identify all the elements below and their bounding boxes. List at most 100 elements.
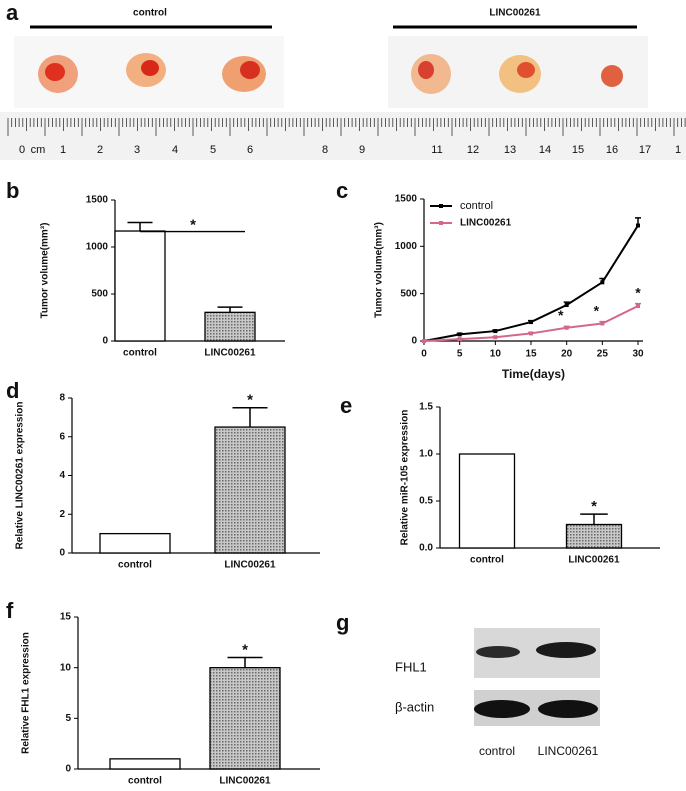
bar [214,426,286,554]
ruler-label: 2 [97,144,103,156]
annotation: * [242,642,248,659]
y-tick-label: 500 [91,289,108,300]
annotation: * [591,498,597,515]
y-tick-label: 0.5 [419,496,433,507]
y-tick-label: 1.0 [419,449,433,460]
y-tick-label: 0 [59,548,65,559]
ruler-label: 11 [431,144,442,156]
error-bar [227,656,263,668]
x-tick-label: 10 [490,349,502,360]
legend-label: control [460,200,493,212]
x-tick-label: 0 [421,349,427,360]
y-axis-title: Relative miR-105 expression [400,410,411,546]
panel-letter: a [6,0,19,25]
error-bar [563,325,570,328]
error-bar [563,301,570,306]
annotation: * [594,302,600,318]
ruler-label: 14 [539,144,551,156]
y-tick-label: 0 [65,764,71,775]
y-tick-label: 500 [400,288,417,299]
ruler-label: 5 [210,144,216,156]
error-bar [528,331,534,334]
error-bar [635,302,641,306]
group-label: control [133,8,167,19]
panel-letter: f [6,598,14,623]
panel-letter: b [6,178,19,203]
lane-label: control [479,744,515,758]
legend-label: LINC00261 [460,218,512,229]
bar [209,667,281,770]
error-bar [456,332,463,335]
legend-marker [439,221,443,225]
blot-band [474,700,530,718]
y-axis-title: Tumor volume(mm³) [40,223,51,319]
error-bar [635,217,641,226]
ruler-label: 8 [322,144,328,156]
y-tick-label: 15 [60,612,72,623]
bar [99,532,171,554]
ruler-label: 4 [172,144,178,156]
bar [565,523,623,549]
x-tick-label: 5 [457,349,463,360]
ruler-label: 16 [606,144,618,156]
x-tick-label: control [128,776,162,787]
x-tick-label: control [470,555,504,566]
error-bar [127,221,153,232]
bar [204,311,256,342]
y-tick-label: 10 [60,662,72,673]
blot-band [536,642,596,658]
legend-marker [439,204,443,208]
blot-label: FHL1 [395,659,427,674]
panel-letter: g [336,610,349,635]
x-tick-label: 30 [632,349,644,360]
lane-label: LINC00261 [538,744,599,758]
annotation: * [635,284,641,300]
y-tick-label: 0 [411,336,417,347]
blot-band [538,700,598,718]
annotation: * [558,307,564,323]
tumors [38,53,623,94]
ruler-label: 1 [675,144,681,156]
ruler-label: 15 [572,144,584,156]
ruler-ticks [7,118,686,136]
panel-letter: d [6,378,19,403]
y-tick-label: 8 [59,393,65,404]
y-tick-label: 1500 [395,194,418,205]
error-bar [599,277,606,283]
group-label: LINC00261 [489,8,541,19]
ruler-label: 6 [247,144,253,156]
y-tick-label: 1500 [86,195,109,206]
bar [458,453,516,549]
y-axis-title: Relative LINC00261 expression [15,402,26,550]
ruler-label: 1 [60,144,66,156]
x-tick-label: 15 [525,349,537,360]
ruler-label: 9 [359,144,365,156]
y-tick-label: 6 [59,431,65,442]
x-tick-label: 25 [597,349,609,360]
ruler-label: 0 [19,144,25,156]
bar [109,758,181,770]
blot-label: β-actin [395,699,434,714]
x-tick-label: 20 [561,349,573,360]
y-tick-label: 4 [59,470,65,481]
x-tick-label: control [118,560,152,571]
y-tick-label: 5 [65,713,71,724]
annotation: * [190,217,196,234]
y-tick-label: 1.5 [419,402,433,413]
x-axis-title: Time(days) [502,367,565,381]
x-tick-label: control [123,348,157,359]
x-tick-label: LINC00261 [219,776,271,787]
panel-letter: c [336,178,348,203]
error-bar [232,406,268,428]
ruler [0,112,686,160]
y-tick-label: 0 [102,336,108,347]
ruler-label: 3 [134,144,140,156]
ruler-label: 12 [467,144,479,156]
annotation: * [247,392,253,409]
bar [114,230,166,342]
panel-letter: e [340,393,352,418]
y-axis-title: Relative FHL1 expression [21,632,32,754]
error-bar [528,319,534,323]
blot-band [476,646,520,658]
